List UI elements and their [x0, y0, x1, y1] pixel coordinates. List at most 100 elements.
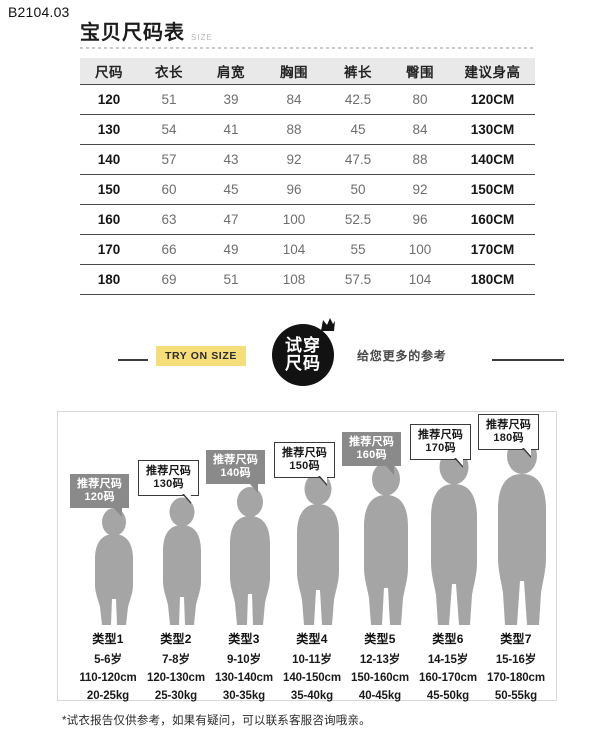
- table-row: 120 51 39 84 42.5 80 120CM: [80, 84, 535, 114]
- figure-4: [284, 471, 352, 627]
- badge-circle: 试穿 尺码: [272, 324, 334, 386]
- table-cell: 130CM: [470, 121, 515, 137]
- table-cell: 41: [223, 121, 239, 137]
- bubble-tail: [454, 458, 464, 469]
- recommend-bubble-6: 推荐尺码 170码: [410, 424, 472, 469]
- try-on-size-chip: TRY ON SIZE: [156, 346, 246, 366]
- table-cell: 150CM: [470, 181, 515, 197]
- person-silhouette-icon: [364, 462, 408, 625]
- table-cell: 96: [286, 181, 302, 197]
- table-cell: 160: [97, 211, 121, 227]
- table-cell: 45: [223, 181, 239, 197]
- figure-7: [488, 435, 556, 627]
- type-height: 160-170cm: [419, 671, 477, 684]
- recommend-bubble-1: 推荐尺码 120码: [70, 474, 130, 518]
- banner-rule-left: [118, 359, 148, 361]
- type-height: 140-150cm: [283, 671, 341, 684]
- bubble-line-1: 推荐尺码: [146, 465, 192, 477]
- type-name: 类型1: [92, 632, 124, 646]
- bubble-line-2: 180码: [493, 431, 524, 444]
- banner-note: 给您更多的参考: [357, 349, 447, 363]
- table-cell: 84: [412, 121, 428, 137]
- size-table-header-cell: 肩宽: [200, 58, 262, 84]
- table-cell: 88: [286, 121, 302, 137]
- table-cell: 55: [350, 241, 366, 257]
- table-cell: 47: [223, 211, 239, 227]
- table-cell: 180: [97, 271, 121, 287]
- page-title-sub: SIZE: [191, 33, 213, 42]
- recommend-bubble-7: 推荐尺码 180码: [478, 414, 540, 459]
- table-cell: 120: [97, 91, 121, 107]
- size-table-header-cell: 衣长: [138, 58, 200, 84]
- recommend-bubble-5: 推荐尺码 160码: [342, 432, 402, 476]
- type-height: 170-180cm: [487, 671, 545, 684]
- try-on-size-badge: 试穿 尺码: [272, 318, 338, 386]
- table-row: 180 69 51 108 57.5 104 180CM: [80, 264, 535, 294]
- table-cell: 51: [223, 271, 239, 287]
- table-cell: 66: [161, 241, 177, 257]
- crown-icon: [321, 318, 335, 331]
- size-table: 尺码 衣长 肩宽 胸围 裤长 臀围 建议身高 120 51 39 84 42.5…: [80, 58, 535, 295]
- table-cell: 88: [412, 151, 428, 167]
- size-table-header-cell: 建议身高: [450, 58, 535, 84]
- type-column-3: 类型3 9-10岁 130-140cm 30-35kg: [204, 630, 284, 705]
- table-cell: 63: [161, 211, 177, 227]
- type-column-1: 类型1 5-6岁 110-120cm 20-25kg: [68, 630, 148, 705]
- table-cell: 96: [412, 211, 428, 227]
- table-cell: 60: [161, 181, 177, 197]
- recommend-bubble-4: 推荐尺码 150码: [274, 442, 336, 487]
- type-weight: 35-40kg: [290, 689, 334, 702]
- table-cell: 92: [412, 181, 428, 197]
- figure-3: [216, 485, 284, 627]
- table-cell: 54: [161, 121, 177, 137]
- banner-rule-right: [492, 359, 564, 361]
- type-weight: 45-50kg: [426, 689, 470, 702]
- type-weight: 20-25kg: [86, 689, 130, 702]
- table-cell: 140CM: [470, 151, 515, 167]
- table-cell: 45: [350, 121, 366, 137]
- type-column-4: 类型4 10-11岁 140-150cm 35-40kg: [272, 630, 352, 705]
- bubble-line-1: 推荐尺码: [77, 478, 123, 490]
- table-cell: 49: [223, 241, 239, 257]
- bubble-line-2: 170码: [425, 441, 456, 454]
- table-row: 150 60 45 96 50 92 150CM: [80, 174, 535, 204]
- figure-5: [352, 460, 420, 627]
- size-table-header-cell: 胸围: [262, 58, 326, 84]
- table-cell: 51: [161, 91, 177, 107]
- type-height: 130-140cm: [215, 671, 273, 684]
- type-name: 类型3: [228, 632, 260, 646]
- silhouette-group: 推荐尺码 120码 推荐尺码 130码 推荐尺码 140码 推荐尺码 150码 …: [58, 412, 558, 627]
- type-name: 类型5: [364, 632, 396, 646]
- table-cell: 100: [282, 211, 306, 227]
- type-weight: 40-45kg: [358, 689, 402, 702]
- table-cell: 160CM: [470, 211, 515, 227]
- table-cell: 80: [412, 91, 428, 107]
- table-cell: 150: [97, 181, 121, 197]
- bubble-tail: [249, 483, 259, 494]
- bubble-tail: [318, 476, 328, 487]
- table-cell: 140: [97, 151, 121, 167]
- person-silhouette-icon: [230, 487, 270, 625]
- bubble-tail: [522, 448, 532, 459]
- table-cell: 104: [408, 271, 432, 287]
- bubble-line-2: 130码: [153, 477, 184, 490]
- table-cell: 170CM: [470, 241, 515, 257]
- table-cell: 47.5: [344, 151, 372, 167]
- table-cell: 104: [282, 241, 306, 257]
- bubble-tail: [113, 507, 123, 518]
- size-table-header-row: 尺码 衣长 肩宽 胸围 裤长 臀围 建议身高: [80, 58, 535, 84]
- document-code: B2104.03: [8, 4, 70, 20]
- table-cell: 84: [286, 91, 302, 107]
- table-cell: 120CM: [470, 91, 515, 107]
- table-cell: 39: [223, 91, 239, 107]
- type-height: 120-130cm: [147, 671, 205, 684]
- size-table-header-cell: 尺码: [80, 58, 138, 84]
- type-weight: 50-55kg: [494, 689, 538, 702]
- type-label-group: 类型1 5-6岁 110-120cm 20-25kg 类型2 7-8岁 120-…: [58, 630, 558, 702]
- bubble-line-2: 160码: [356, 448, 387, 461]
- table-row: 160 63 47 100 52.5 96 160CM: [80, 204, 535, 234]
- type-age: 10-11岁: [292, 654, 332, 666]
- person-silhouette-icon: [95, 508, 133, 625]
- type-height: 110-120cm: [79, 671, 137, 684]
- type-column-2: 类型2 7-8岁 120-130cm 25-30kg: [136, 630, 216, 705]
